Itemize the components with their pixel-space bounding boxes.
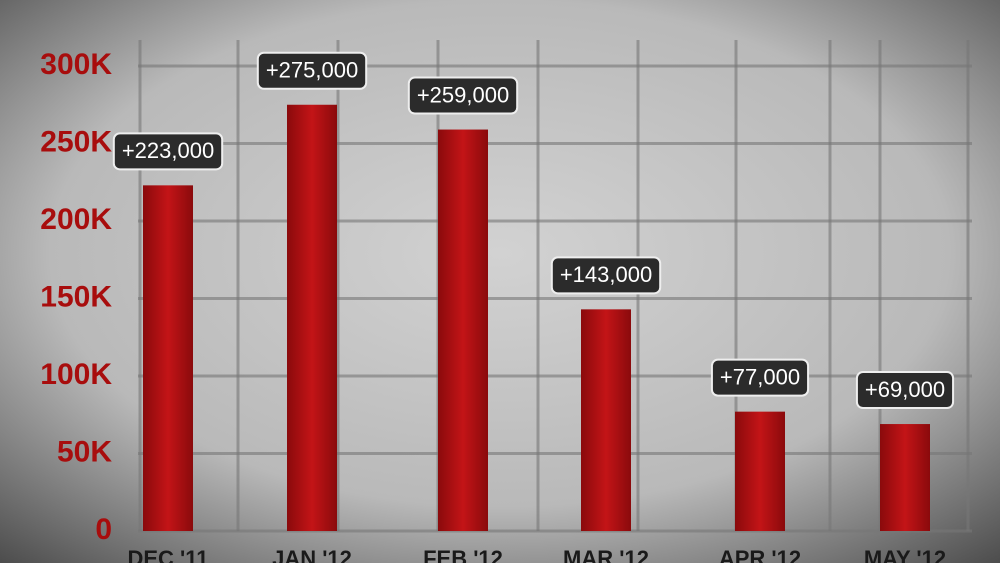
x-tick-label: MAY '12 [864, 546, 946, 563]
y-tick-label: 50K [57, 435, 112, 468]
value-label: +69,000 [855, 371, 955, 410]
x-tick-label: DEC '11 [127, 546, 208, 563]
value-label: +275,000 [256, 51, 368, 90]
value-label-box [710, 358, 810, 397]
y-tick-label: 200K [40, 203, 112, 236]
bar [880, 424, 930, 531]
value-label-box [256, 51, 368, 90]
value-label: +223,000 [112, 132, 224, 171]
value-label-box [550, 256, 662, 295]
value-label-text: +69,000 [865, 377, 945, 402]
y-tick-label: 100K [40, 358, 112, 391]
value-label-box [112, 132, 224, 171]
bar [287, 104, 337, 531]
value-label-text: +223,000 [122, 138, 214, 163]
bar [438, 129, 488, 532]
value-label-box [407, 76, 519, 115]
y-tick-label: 150K [40, 280, 112, 313]
value-label: +143,000 [550, 256, 662, 295]
y-tick-label: 300K [40, 48, 112, 81]
value-label-text: +275,000 [266, 58, 358, 83]
value-label-text: +77,000 [720, 364, 800, 389]
x-tick-label: JAN '12 [272, 546, 352, 563]
x-tick-label: FEB '12 [423, 546, 503, 563]
y-tick-label: 0 [95, 513, 112, 546]
bar [143, 185, 193, 531]
bar [735, 411, 785, 531]
value-label-text: +259,000 [417, 82, 509, 107]
x-tick-label: APR '12 [719, 546, 801, 563]
value-label: +259,000 [407, 76, 519, 115]
bar [581, 309, 631, 531]
value-label-box [855, 371, 955, 410]
value-label-text: +143,000 [560, 262, 652, 287]
x-tick-label: MAR '12 [563, 546, 649, 563]
y-tick-label: 250K [40, 125, 112, 158]
value-label: +77,000 [710, 358, 810, 397]
